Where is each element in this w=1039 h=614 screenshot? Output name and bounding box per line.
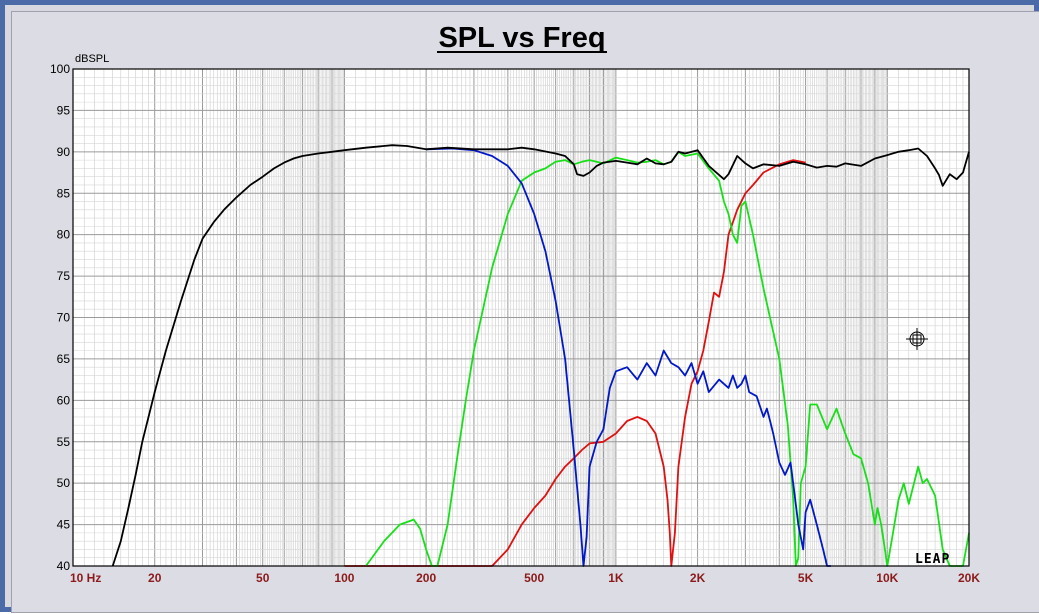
x-tick-label: 50 bbox=[256, 571, 270, 585]
y-tick-label: 95 bbox=[57, 103, 71, 117]
y-tick-label: 80 bbox=[57, 228, 71, 242]
x-tick-label: 5K bbox=[798, 571, 814, 585]
y-tick-label: 55 bbox=[57, 435, 71, 449]
x-tick-labels: 10 Hz 20 50 100 200 500 1K 2K 5K 10K 20K bbox=[70, 571, 980, 585]
plot-border bbox=[72, 68, 970, 567]
x-tick-label: 20 bbox=[148, 571, 162, 585]
series-line-0 bbox=[111, 144, 970, 567]
x-tick-label: 200 bbox=[416, 571, 436, 585]
y-tick-label: 40 bbox=[57, 559, 71, 573]
y-tick-label: 45 bbox=[57, 518, 71, 532]
chart-title: SPL vs Freq bbox=[438, 22, 605, 54]
x-tick-label: 100 bbox=[334, 571, 354, 585]
series-layer bbox=[111, 144, 970, 567]
x-tick-label: 20K bbox=[958, 571, 980, 585]
grid-lines bbox=[73, 69, 969, 566]
y-tick-label: 60 bbox=[57, 393, 71, 407]
leap-logo: LEAP bbox=[915, 552, 950, 567]
x-tick-label: 2K bbox=[690, 571, 706, 585]
crosshair-cursor-icon[interactable] bbox=[906, 328, 928, 350]
x-tick-label: 10 Hz bbox=[70, 571, 101, 585]
y-tick-label: 65 bbox=[57, 352, 71, 366]
x-tick-label: 10K bbox=[876, 571, 898, 585]
y-tick-label: 85 bbox=[57, 186, 71, 200]
series-line-3 bbox=[344, 159, 806, 567]
series-line-2 bbox=[365, 150, 970, 567]
series-line-1 bbox=[426, 147, 831, 567]
y-tick-label: 100 bbox=[50, 62, 70, 76]
y-tick-label: 50 bbox=[57, 476, 71, 490]
y-axis-unit-label: dBSPL bbox=[75, 53, 109, 65]
y-tick-labels: 100 95 90 85 80 75 70 65 60 55 50 45 40 bbox=[50, 62, 70, 573]
y-tick-label: 90 bbox=[57, 145, 71, 159]
x-tick-label: 500 bbox=[524, 571, 544, 585]
y-tick-label: 70 bbox=[57, 311, 71, 325]
x-tick-label: 1K bbox=[608, 571, 624, 585]
y-tick-label: 75 bbox=[57, 269, 71, 283]
